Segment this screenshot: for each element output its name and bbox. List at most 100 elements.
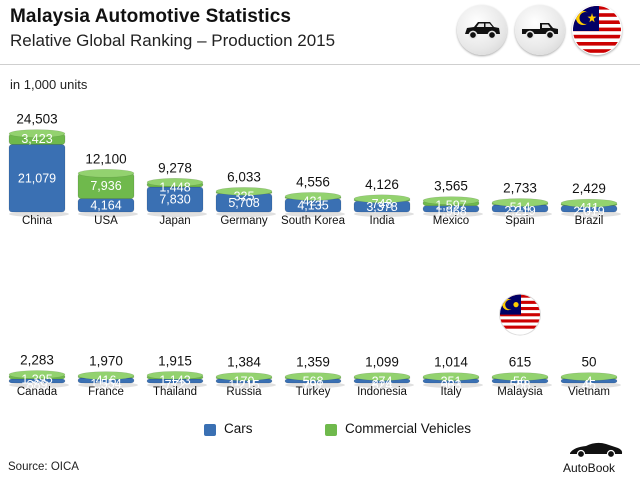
bar-shadow [147, 382, 207, 388]
legend-commercial-swatch [325, 424, 337, 436]
bar-shadow [216, 382, 276, 388]
commercial-value-label: 351 [441, 375, 462, 389]
car-icon [465, 22, 500, 40]
total-value-label: 9,278 [158, 160, 192, 175]
cars-value-label: 663 [441, 378, 462, 392]
bar-shadow [492, 211, 552, 217]
sports-car-logo-icon [570, 442, 623, 459]
legend-cars-label: Cars [224, 421, 253, 436]
commercial-bar-top [353, 194, 411, 204]
cars-value-label: 791 [303, 378, 324, 392]
total-value-label: 1,384 [227, 355, 261, 370]
cars-value-label: 4,164 [90, 198, 121, 212]
bar-shadow [561, 382, 621, 388]
commercial-bar-top [353, 372, 411, 381]
total-value-label: 2,283 [20, 353, 54, 368]
commercial-value-label: 1,395 [21, 373, 52, 387]
bar-shadow [9, 382, 69, 388]
country-label: Japan [159, 215, 190, 227]
total-value-label: 4,126 [365, 177, 399, 192]
country-label: Russia [226, 386, 262, 398]
total-value-label: 1,970 [89, 354, 123, 369]
total-value-label: 50 [581, 355, 596, 370]
source-note: Source: OICA [8, 461, 79, 473]
cars-value-label: 2,219 [504, 204, 535, 218]
country-label: Italy [440, 386, 461, 398]
country-label: Turkey [296, 386, 331, 398]
commercial-bar-top [284, 192, 342, 201]
cars-value-label: 1,215 [228, 378, 259, 392]
commercial-bar-top [77, 371, 135, 380]
country-label: South Korea [281, 215, 346, 227]
pickup-truck-icon-badge [515, 5, 565, 55]
commercial-bar-top [422, 196, 480, 205]
malaysia-flag-icon [573, 6, 621, 54]
total-value-label: 4,556 [296, 174, 330, 189]
country-label: Mexico [433, 215, 469, 227]
total-value-label: 1,099 [365, 355, 399, 370]
country-label: India [370, 215, 396, 227]
commercial-value-label: 514 [510, 200, 531, 214]
total-value-label: 2,429 [572, 181, 606, 196]
commercial-bar-top [491, 372, 549, 381]
bar-shadow [216, 211, 276, 217]
cars-value-label: 1,554 [90, 377, 121, 391]
commercial-value-label: 1,448 [159, 180, 190, 194]
header-divider [0, 64, 640, 65]
legend-cars-swatch [204, 424, 216, 436]
commercial-bar-top [8, 129, 66, 138]
country-label: Malaysia [497, 386, 543, 398]
total-value-label: 615 [509, 355, 532, 370]
commercial-bar-top [491, 198, 549, 207]
commercial-bar-top [146, 178, 204, 187]
chart-subtitle: Relative Global Ranking – Production 201… [10, 31, 336, 50]
commercial-bar-top [215, 372, 273, 381]
total-value-label: 1,014 [434, 355, 468, 370]
legend-commercial-label: Commercial Vehicles [345, 421, 472, 436]
commercial-bar-top [215, 187, 273, 196]
cars-value-label: 4,135 [297, 198, 328, 212]
commercial-value-label: 325 [234, 189, 255, 203]
total-value-label: 24,503 [16, 112, 57, 127]
country-label: China [22, 215, 53, 227]
total-value-label: 1,915 [158, 353, 192, 368]
country-label: Canada [17, 386, 58, 398]
commercial-value-label: 748 [372, 197, 393, 211]
bar-shadow [561, 211, 621, 217]
commercial-value-label: 7,936 [90, 179, 121, 193]
commercial-value-label: 170 [234, 375, 255, 389]
bar-shadow [285, 382, 345, 388]
malaysia-highlight-flag-icon [499, 293, 541, 336]
bar-shadow [423, 382, 483, 388]
commercial-bar-top [560, 372, 618, 381]
cars-value-label: 2,019 [573, 205, 604, 219]
bar-shadow [147, 211, 207, 217]
bar-shadow [354, 382, 414, 388]
brand-label: AutoBook [563, 461, 616, 475]
commercial-value-label: 568 [303, 375, 324, 389]
country-label: Vietnam [568, 386, 610, 398]
bar-shadow [354, 211, 414, 217]
commercial-value-label: 1,597 [435, 199, 466, 213]
cars-value-label: 558 [510, 378, 531, 392]
commercial-bar-top [77, 169, 135, 178]
unit-note: in 1,000 units [10, 77, 88, 92]
cars-value-label: 772 [165, 378, 186, 392]
commercial-bar-top [422, 372, 480, 381]
commercial-bar-top [560, 198, 618, 208]
total-value-label: 2,733 [503, 180, 537, 195]
commercial-value-label: 411 [579, 201, 599, 215]
commercial-value-label: 3,423 [21, 132, 52, 146]
cars-value-label: 3,378 [366, 200, 397, 214]
commercial-value-label: 56 [513, 375, 527, 389]
commercial-bar-top [146, 371, 204, 380]
commercial-bar-top [284, 372, 342, 381]
car-icon-badge [457, 5, 507, 55]
bar-shadow [423, 211, 483, 217]
total-value-label: 6,033 [227, 169, 261, 184]
commercial-value-label: 4 [586, 375, 593, 389]
commercial-value-label: 274 [372, 375, 393, 389]
bar-shadow [9, 211, 69, 217]
country-label: France [88, 386, 124, 398]
